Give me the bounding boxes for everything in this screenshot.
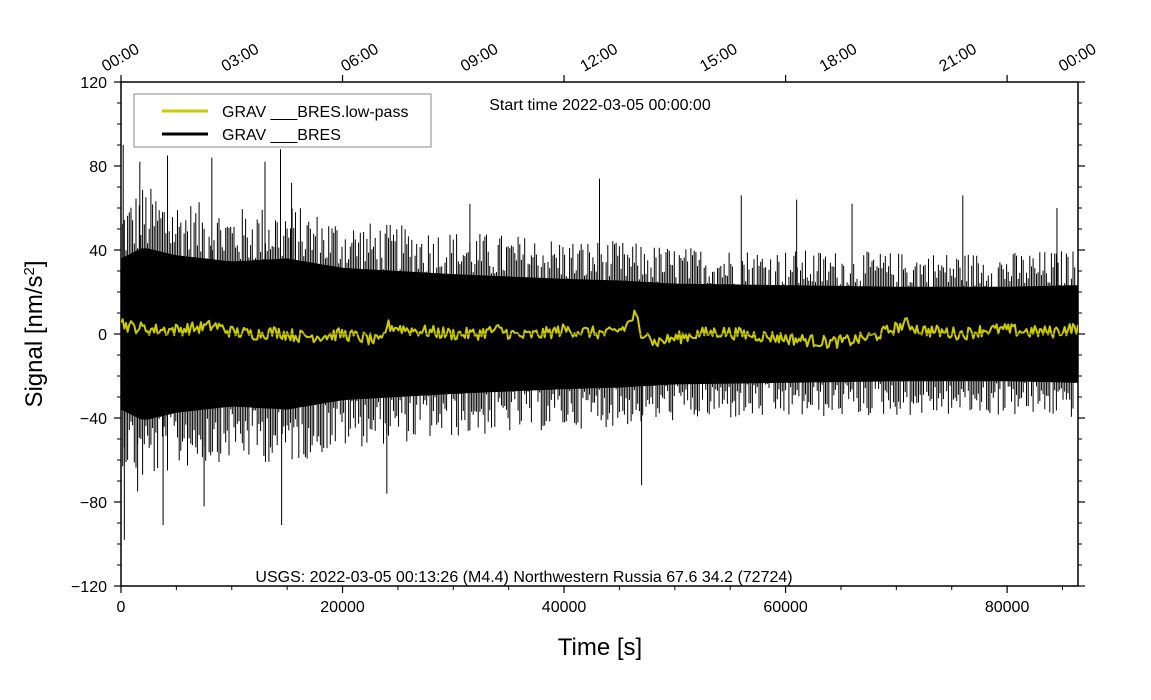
lowpass-line — [121, 309, 1078, 349]
legend-label-lowpass: GRAV ___BRES.low-pass — [222, 104, 408, 121]
top-time-label: 18:00 — [817, 41, 860, 76]
x-tick-label: 60000 — [763, 599, 808, 616]
series-layer-lowpass — [121, 309, 1078, 349]
x-tick-label: 40000 — [542, 599, 587, 616]
legend: GRAV ___BRES.low-pass GRAV ___BRES — [133, 93, 432, 148]
top-time-label: 09:00 — [458, 41, 501, 76]
top-time-label: 06:00 — [338, 41, 381, 76]
x-axis-title: Time [s] — [558, 634, 642, 661]
top-time-axis: 00:00 03:00 06:00 09:00 12:00 15:00 18:00 21:00… — [99, 41, 1099, 76]
y-tick-label: 0 — [98, 327, 107, 344]
x-tick-label: 0 — [117, 599, 126, 616]
top-time-label: 00:00 — [99, 41, 142, 76]
y-axis: −120 −80 −40 0 40 80 120 — [71, 75, 1085, 596]
bres-noise-trace — [121, 188, 1078, 475]
legend-label-bres: GRAV ___BRES — [222, 127, 341, 144]
top-time-label: 21:00 — [937, 41, 980, 76]
x-axis: 0 20000 40000 60000 80000 — [117, 75, 1063, 616]
top-time-label: 12:00 — [578, 41, 621, 76]
event-annotation: USGS: 2022-03-05 00:13:26 (M4.4) Northwe… — [255, 569, 792, 586]
y-axis-title-text: Signal [nm/s — [21, 275, 48, 407]
top-time-label: 03:00 — [219, 41, 262, 76]
top-time-label: 00:00 — [1056, 41, 1099, 76]
y-tick-label: −80 — [80, 495, 107, 512]
chart-title: Start time 2022-03-05 00:00:00 — [489, 97, 711, 114]
y-axis-title-superscript: 2 — [21, 267, 38, 275]
top-time-label: 15:00 — [697, 41, 740, 76]
y-tick-label: −40 — [80, 411, 107, 428]
legend-box — [133, 93, 432, 148]
y-tick-label: 80 — [89, 159, 107, 176]
y-tick-label: 120 — [80, 75, 107, 92]
y-axis-title-close: ] — [21, 260, 48, 267]
y-tick-label: 40 — [89, 243, 107, 260]
y-axis-title: Signal [nm/s2] — [21, 260, 49, 407]
y-tick-label: −120 — [71, 579, 107, 596]
x-tick-label: 20000 — [320, 599, 365, 616]
x-tick-label: 80000 — [985, 599, 1030, 616]
